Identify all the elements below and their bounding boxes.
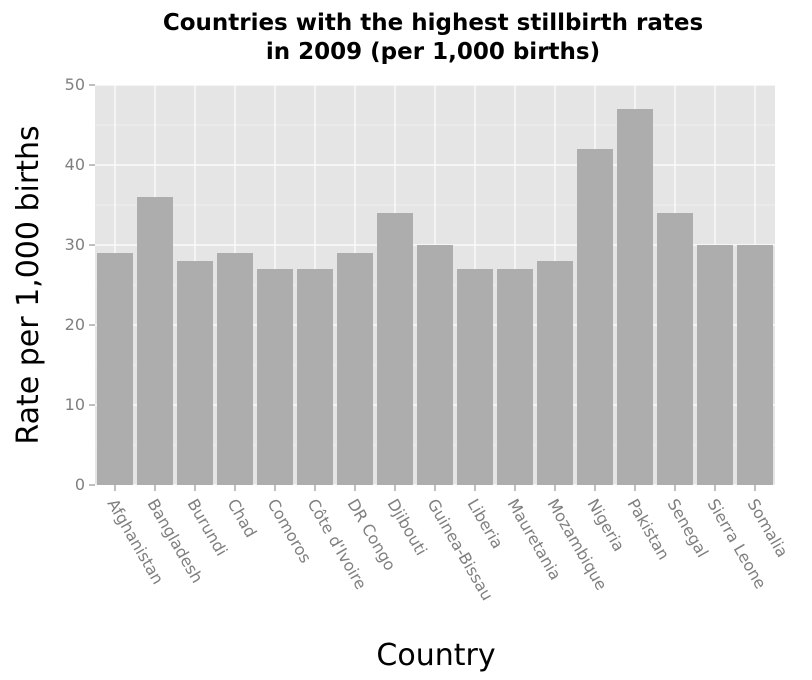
bar-7: [377, 213, 413, 485]
y-tick-label-4: 40: [65, 155, 85, 174]
bar-9: [457, 269, 493, 485]
bar-14: [657, 213, 693, 485]
bar-11: [537, 261, 573, 485]
bar-5: [297, 269, 333, 485]
y-tick-label-2: 20: [65, 315, 85, 334]
chart-title-line-2: in 2009 (per 1,000 births): [266, 39, 600, 65]
bar-13: [617, 109, 653, 485]
bar-1: [137, 197, 173, 485]
bar-16: [737, 245, 773, 485]
y-tick-label-3: 30: [65, 235, 85, 254]
bar-12: [577, 149, 613, 485]
bar-15: [697, 245, 733, 485]
x-tick-label-12: Nigeria: [584, 496, 629, 555]
y-axis-title: Rate per 1,000 births: [11, 125, 46, 444]
y-tick-label-5: 50: [65, 75, 85, 94]
bars: [97, 109, 773, 485]
bar-8: [417, 245, 453, 485]
y-tick-label-0: 0: [75, 475, 85, 494]
x-tick-label-3: Chad: [224, 496, 261, 541]
y-axis-ticks: 0 10 20 30 40 50: [65, 75, 95, 494]
bar-6: [337, 253, 373, 485]
y-tick-label-1: 10: [65, 395, 85, 414]
bar-3: [217, 253, 253, 485]
x-axis-title: Country: [376, 638, 495, 673]
chart-title-line-1: Countries with the highest stillbirth ra…: [163, 10, 703, 36]
bar-4: [257, 269, 293, 485]
x-tick-label-9: Liberia: [464, 496, 508, 552]
bar-10: [497, 269, 533, 485]
bar-2: [177, 261, 213, 485]
bar-0: [97, 253, 133, 485]
